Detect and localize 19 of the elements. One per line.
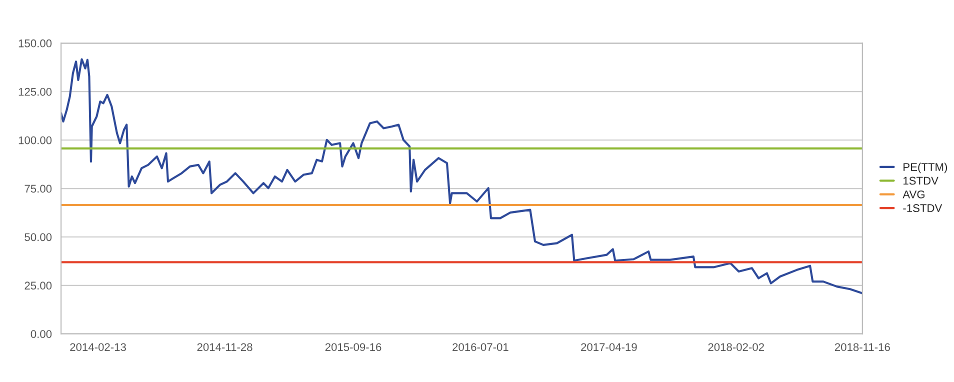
legend-label: PE(TTM) [904, 162, 948, 174]
line-series [61, 58, 862, 294]
x-tick-label: 2014-02-13 [70, 343, 126, 352]
y-tick-label: 125.00 [18, 88, 52, 96]
x-tick-label: 2018-11-16 [834, 343, 890, 352]
y-tick-label: 100.00 [18, 136, 52, 144]
x-tick-label: 2017-04-19 [581, 343, 637, 352]
x-tick-label: 2015-09-16 [325, 343, 382, 352]
legend-label: AVG [902, 190, 924, 198]
y-tick-label: 25.00 [24, 282, 52, 290]
legend-label: 1STDV [904, 176, 938, 185]
legend-label: -1STDV [903, 204, 942, 212]
y-tick-label: 150.00 [18, 39, 52, 48]
y-tick-label: 0.00 [30, 330, 52, 338]
x-tick-label: 2018-02-02 [708, 343, 764, 352]
y-tick-label: 75.00 [24, 184, 52, 193]
x-tick-label: 2016-07-01 [452, 343, 508, 352]
x-tick-label: 2014-11-28 [197, 343, 252, 352]
y-tick-label: 50.00 [24, 233, 52, 242]
